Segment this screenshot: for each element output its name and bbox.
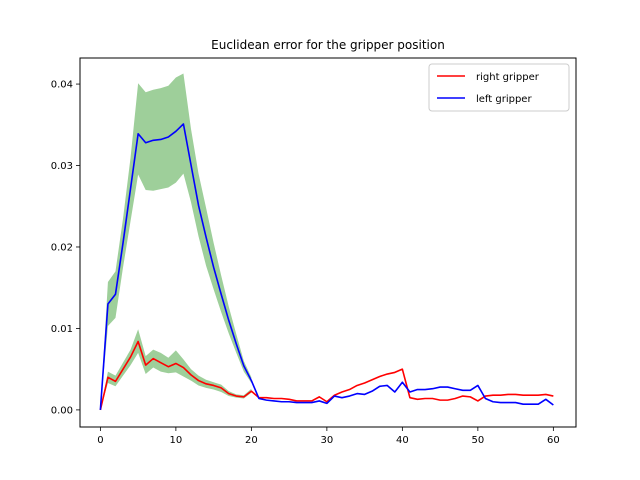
x-tick-label: 20	[245, 435, 258, 446]
x-axis-ticks: 0 10 20 30 40 50 60	[97, 427, 560, 446]
series-line-right-gripper	[99, 340, 554, 411]
x-tick-label: 60	[547, 435, 560, 446]
y-tick-label: 0.04	[51, 80, 73, 91]
y-tick-label: 0.03	[51, 161, 73, 172]
band-left-gripper	[100, 73, 252, 410]
x-tick-label: 30	[321, 435, 334, 446]
legend-label-left-gripper: left gripper	[476, 94, 532, 105]
y-axis-ticks: 0.00 0.01 0.02 0.03 0.04	[51, 80, 80, 416]
confidence-bands	[100, 73, 252, 410]
y-tick-label: 0.00	[51, 405, 73, 416]
series-lines	[99, 123, 554, 411]
series-line-left-gripper	[99, 123, 554, 410]
y-tick-label: 0.01	[51, 324, 73, 335]
x-tick-label: 10	[170, 435, 183, 446]
x-tick-label: 40	[396, 435, 409, 446]
chart-title: Euclidean error for the gripper position	[211, 38, 445, 52]
x-tick-label: 50	[471, 435, 484, 446]
x-tick-label: 0	[97, 435, 103, 446]
band-right-gripper	[100, 329, 252, 410]
plot-frame	[79, 57, 577, 428]
legend-label-right-gripper: right gripper	[476, 72, 540, 83]
legend: right gripper left gripper	[428, 63, 570, 112]
y-tick-label: 0.02	[51, 242, 73, 253]
